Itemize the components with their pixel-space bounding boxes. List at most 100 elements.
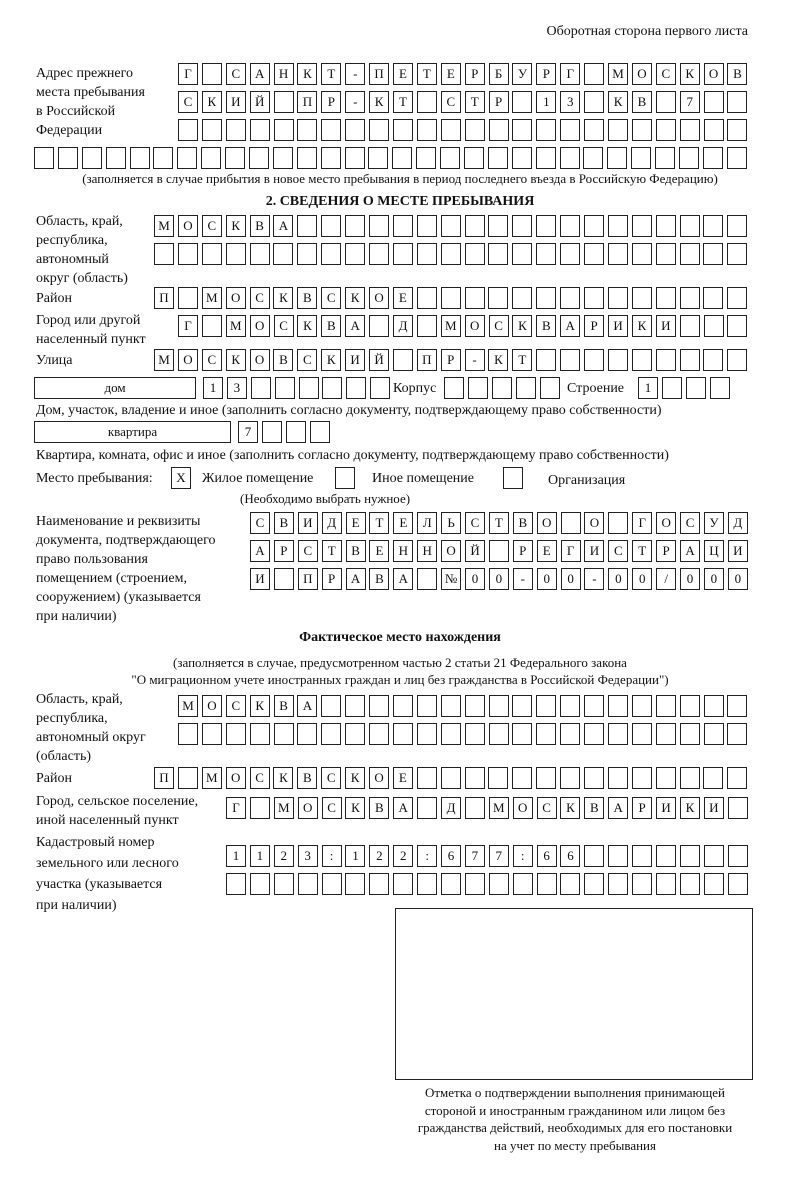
char-cell[interactable]	[416, 287, 437, 309]
char-cell[interactable]	[512, 723, 533, 745]
char-cell[interactable]	[584, 349, 605, 371]
char-cell[interactable]	[512, 695, 533, 717]
char-cell[interactable]: №	[441, 568, 462, 590]
char-cell[interactable]	[512, 287, 533, 309]
char-cell[interactable]	[416, 215, 437, 237]
char-cell[interactable]: 0	[632, 568, 653, 590]
char-cell[interactable]	[679, 723, 700, 745]
char-cell[interactable]	[464, 695, 485, 717]
char-cell[interactable]: Й	[369, 349, 390, 371]
char-cell[interactable]: С	[440, 91, 461, 113]
char-cell[interactable]: Й	[465, 540, 486, 562]
char-cell[interactable]	[273, 723, 294, 745]
char-cell[interactable]: К	[488, 349, 509, 371]
char-cell[interactable]: Р	[512, 540, 533, 562]
place-checkbox-residential[interactable]: Х	[171, 467, 191, 489]
char-cell[interactable]	[488, 723, 509, 745]
char-cell[interactable]	[416, 315, 437, 337]
char-cell[interactable]	[679, 243, 700, 265]
char-cell[interactable]	[703, 695, 724, 717]
char-cell[interactable]	[679, 287, 700, 309]
char-cell[interactable]	[392, 147, 413, 169]
char-cell[interactable]	[655, 215, 676, 237]
char-cell[interactable]: 0	[703, 568, 724, 590]
char-cell[interactable]: Г	[560, 540, 581, 562]
char-cell[interactable]	[727, 315, 748, 337]
char-cell[interactable]	[177, 243, 198, 265]
char-cell[interactable]	[608, 845, 629, 867]
char-cell[interactable]	[177, 287, 198, 309]
char-cell[interactable]: А	[250, 540, 270, 562]
char-cell[interactable]: А	[345, 315, 366, 337]
char-cell[interactable]: С	[297, 349, 318, 371]
char-cell[interactable]	[679, 873, 700, 895]
char-cell[interactable]	[608, 695, 629, 717]
char-cell[interactable]: В	[273, 512, 294, 534]
char-cell[interactable]	[393, 723, 414, 745]
char-cell[interactable]	[608, 119, 629, 141]
char-cell[interactable]	[584, 845, 605, 867]
char-cell[interactable]	[285, 421, 306, 443]
char-cell[interactable]	[607, 215, 628, 237]
char-cell[interactable]: М	[273, 797, 294, 819]
char-cell[interactable]: С	[655, 63, 676, 85]
char-cell[interactable]: 1	[638, 377, 658, 399]
char-cell[interactable]: С	[608, 540, 629, 562]
char-cell[interactable]	[178, 119, 198, 141]
char-cell[interactable]	[249, 723, 270, 745]
char-cell[interactable]: 3	[297, 845, 318, 867]
char-cell[interactable]	[536, 243, 557, 265]
char-cell[interactable]: Л	[417, 512, 438, 534]
char-cell[interactable]	[727, 797, 748, 819]
char-cell[interactable]: В	[297, 767, 318, 789]
char-cell[interactable]: У	[703, 512, 724, 534]
char-cell[interactable]	[655, 723, 676, 745]
char-cell[interactable]	[416, 767, 437, 789]
char-cell[interactable]	[560, 723, 581, 745]
char-cell[interactable]	[487, 147, 508, 169]
char-cell[interactable]	[536, 287, 557, 309]
char-cell[interactable]	[177, 147, 198, 169]
flat-type-field[interactable]: квартира	[34, 421, 231, 443]
char-cell[interactable]: О	[177, 349, 198, 371]
flat-number-row[interactable]: 7	[238, 421, 334, 443]
char-cell[interactable]	[512, 243, 533, 265]
char-cell[interactable]: 3	[560, 91, 581, 113]
char-cell[interactable]	[272, 147, 293, 169]
char-cell[interactable]	[631, 215, 652, 237]
char-cell[interactable]	[631, 243, 652, 265]
char-cell[interactable]: К	[512, 315, 533, 337]
char-cell[interactable]: В	[369, 797, 390, 819]
char-cell[interactable]: В	[273, 349, 294, 371]
char-cell[interactable]: Т	[488, 512, 509, 534]
char-cell[interactable]	[416, 723, 437, 745]
char-cell[interactable]: О	[369, 767, 390, 789]
char-cell[interactable]: И	[584, 540, 605, 562]
char-cell[interactable]: С	[225, 63, 246, 85]
char-cell[interactable]	[345, 873, 366, 895]
char-cell[interactable]: Р	[536, 63, 557, 85]
char-cell[interactable]	[369, 315, 390, 337]
char-cell[interactable]: И	[608, 315, 629, 337]
char-cell[interactable]	[607, 349, 628, 371]
char-cell[interactable]: О	[297, 797, 318, 819]
char-cell[interactable]: Т	[512, 349, 533, 371]
char-cell[interactable]	[57, 147, 78, 169]
char-cell[interactable]: Д	[441, 797, 462, 819]
char-cell[interactable]	[679, 845, 700, 867]
char-cell[interactable]	[225, 243, 246, 265]
char-cell[interactable]	[464, 767, 485, 789]
char-cell[interactable]: М	[154, 215, 174, 237]
char-cell[interactable]: И	[345, 349, 366, 371]
char-cell[interactable]: С	[297, 540, 318, 562]
house-type-field[interactable]: дом	[34, 377, 196, 399]
char-cell[interactable]: О	[536, 512, 557, 534]
char-cell[interactable]: О	[464, 315, 485, 337]
char-cell[interactable]	[249, 873, 270, 895]
char-cell[interactable]	[464, 723, 485, 745]
char-cell[interactable]	[584, 873, 605, 895]
char-cell[interactable]: Р	[584, 315, 605, 337]
char-cell[interactable]: Т	[393, 91, 414, 113]
